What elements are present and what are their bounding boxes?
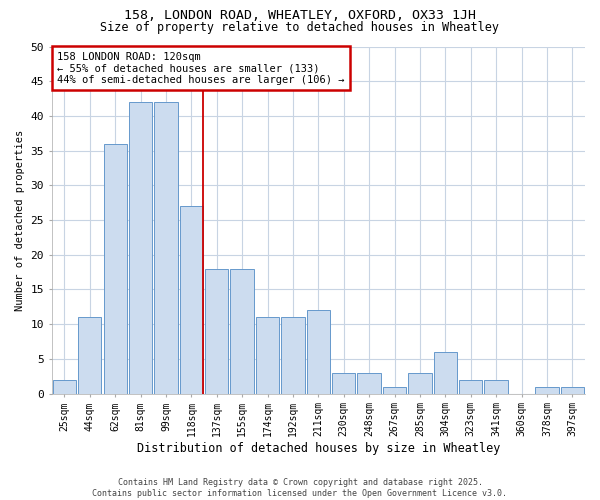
Bar — [560, 386, 584, 394]
X-axis label: Distribution of detached houses by size in Wheatley: Distribution of detached houses by size … — [137, 442, 500, 455]
Bar — [154, 102, 178, 394]
Text: 158 LONDON ROAD: 120sqm
← 55% of detached houses are smaller (133)
44% of semi-d: 158 LONDON ROAD: 120sqm ← 55% of detache… — [57, 52, 344, 85]
Bar — [256, 317, 279, 394]
Bar — [332, 372, 355, 394]
Bar — [53, 380, 76, 394]
Bar — [383, 386, 406, 394]
Bar — [205, 268, 229, 394]
Bar — [535, 386, 559, 394]
Y-axis label: Number of detached properties: Number of detached properties — [15, 130, 25, 310]
Text: 158, LONDON ROAD, WHEATLEY, OXFORD, OX33 1JH: 158, LONDON ROAD, WHEATLEY, OXFORD, OX33… — [124, 9, 476, 22]
Bar — [230, 268, 254, 394]
Bar — [484, 380, 508, 394]
Bar — [307, 310, 330, 394]
Bar — [408, 372, 431, 394]
Text: Contains HM Land Registry data © Crown copyright and database right 2025.
Contai: Contains HM Land Registry data © Crown c… — [92, 478, 508, 498]
Bar — [179, 206, 203, 394]
Text: Size of property relative to detached houses in Wheatley: Size of property relative to detached ho… — [101, 21, 499, 34]
Bar — [358, 372, 381, 394]
Bar — [281, 317, 305, 394]
Bar — [78, 317, 101, 394]
Bar — [104, 144, 127, 394]
Bar — [459, 380, 482, 394]
Bar — [434, 352, 457, 394]
Bar — [129, 102, 152, 394]
